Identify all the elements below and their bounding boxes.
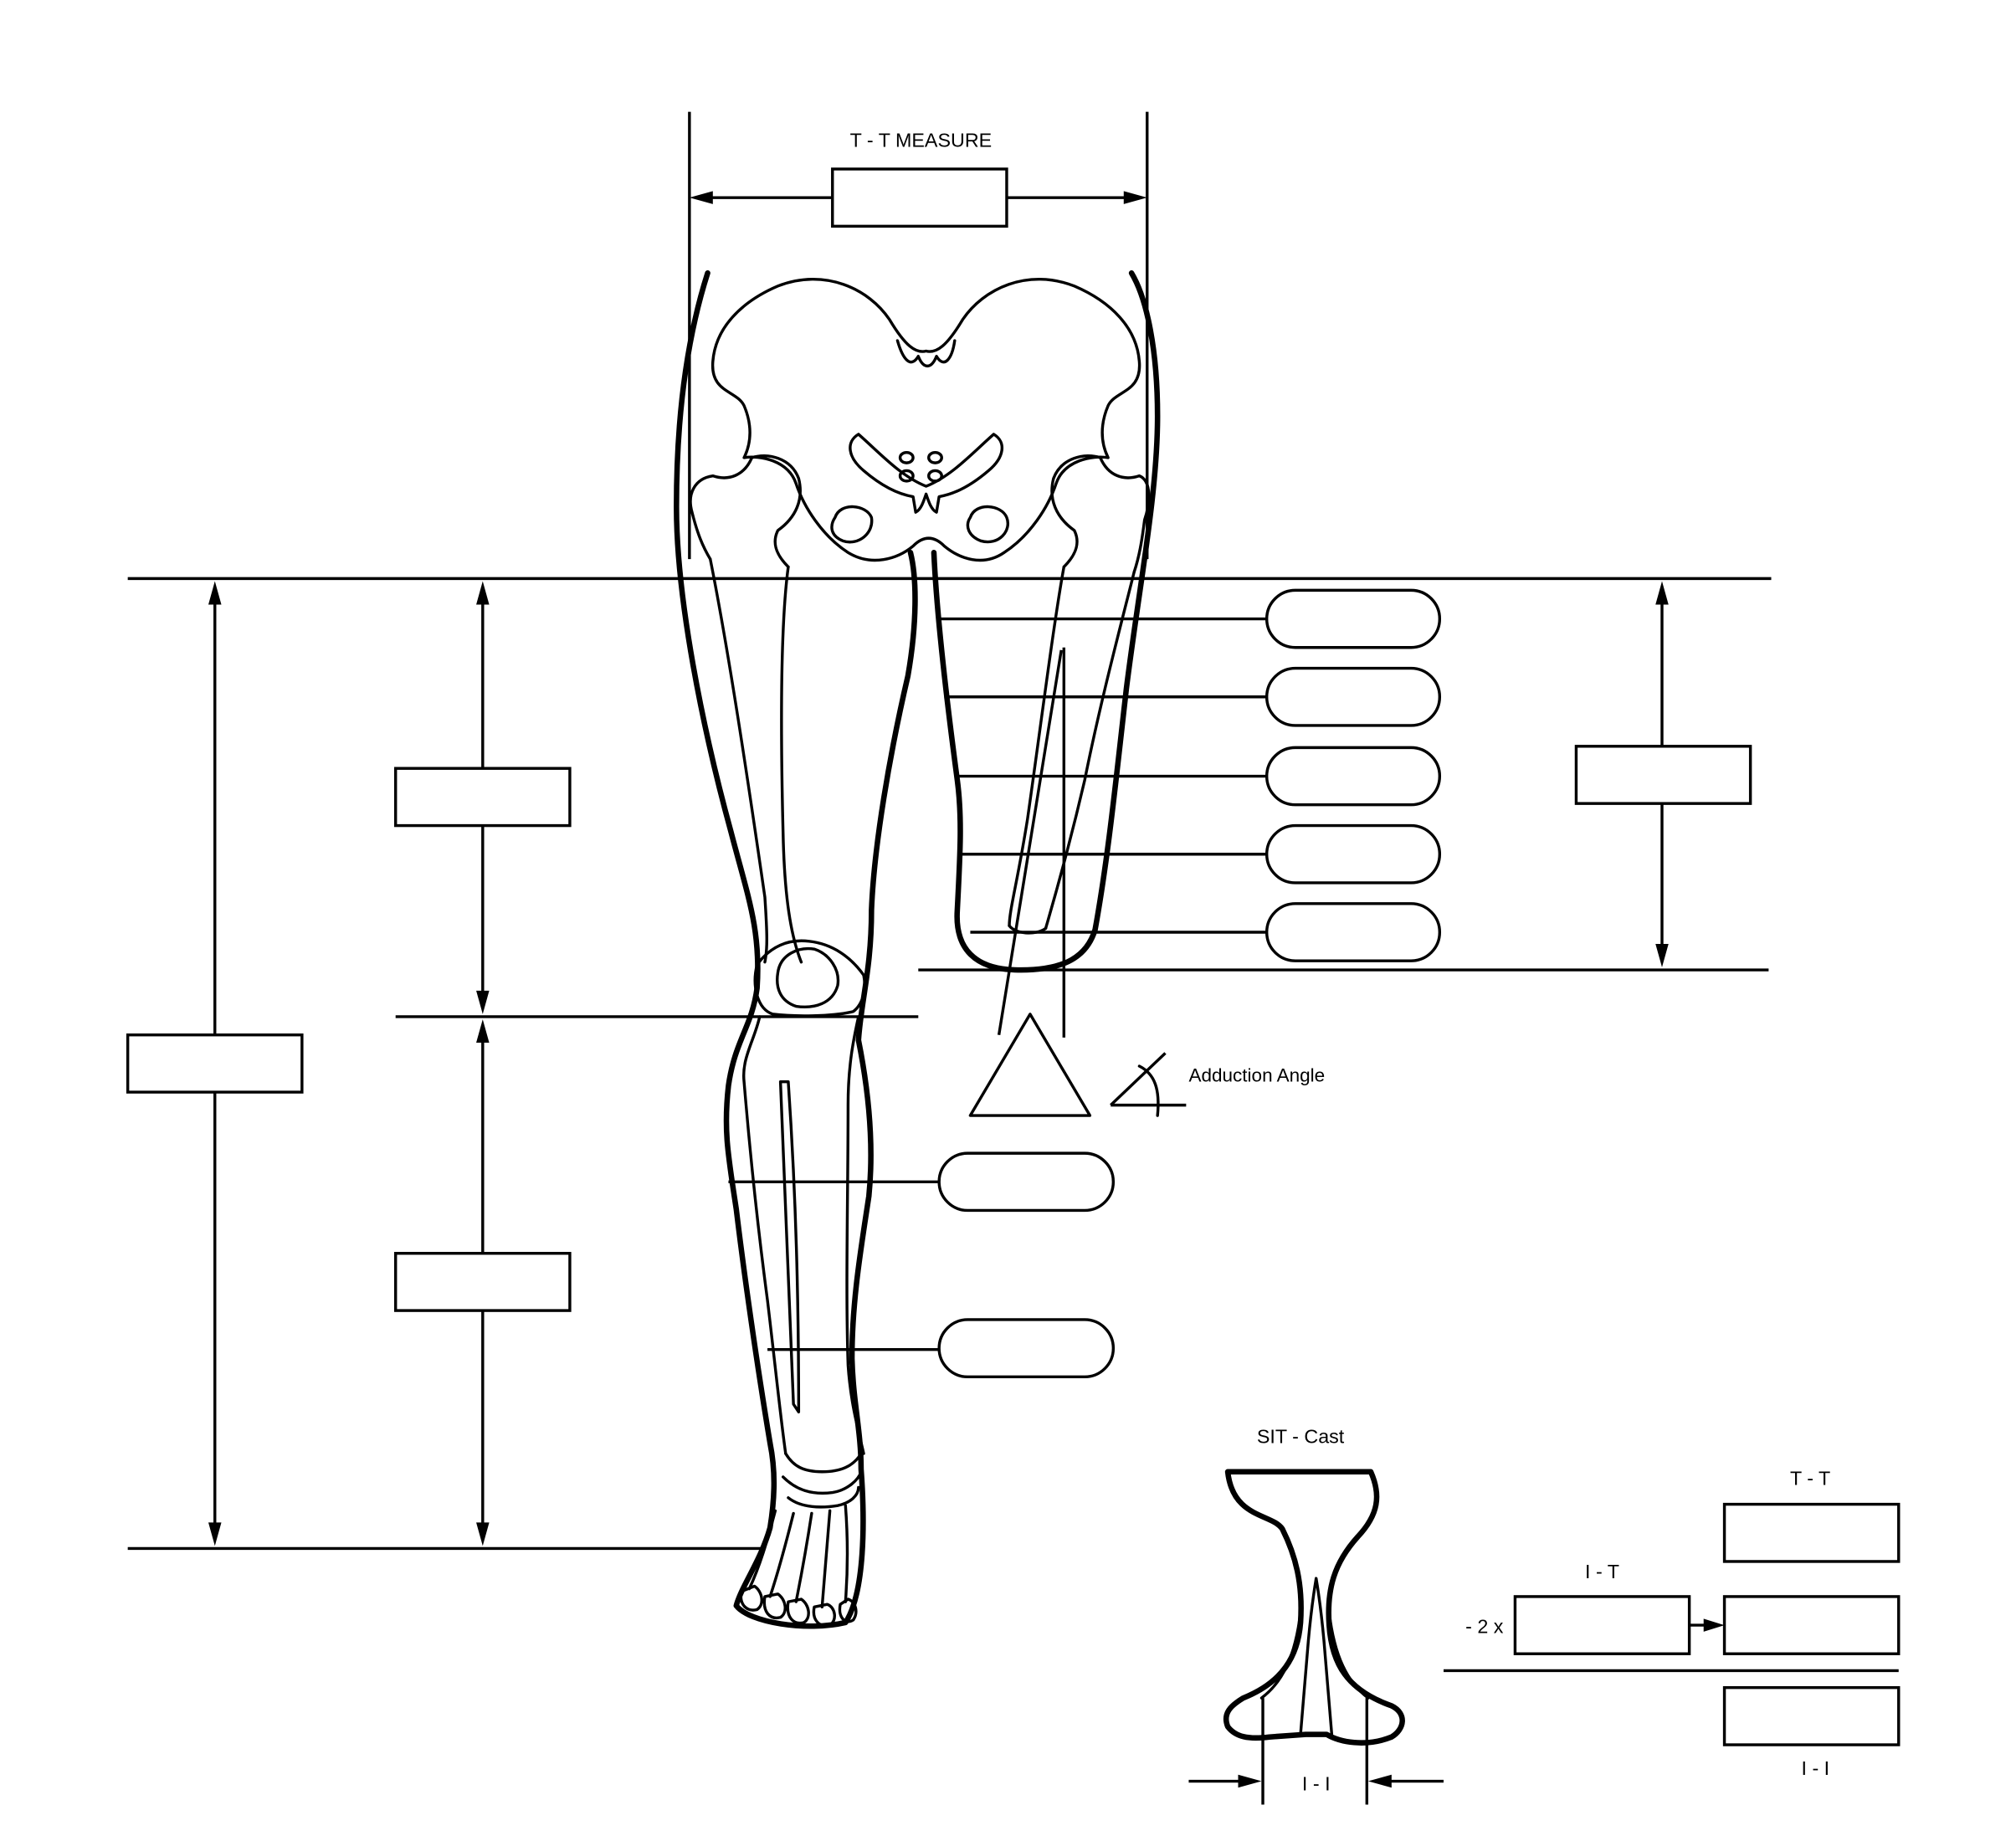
arrowhead	[476, 990, 490, 1014]
stump-circumference-field[interactable]	[1264, 746, 1442, 807]
stump-circumference-field[interactable]	[1264, 666, 1442, 727]
femur-left	[709, 557, 768, 964]
arrowhead	[1703, 1618, 1725, 1632]
shank-circumference-field[interactable]	[937, 1318, 1116, 1379]
adduction-angle-group: Adduction Angle	[968, 1013, 1325, 1117]
greater-trochanter-right	[1099, 456, 1151, 574]
tt-measure-group: T - T MEASURE	[688, 111, 1149, 560]
arrowhead	[476, 581, 490, 605]
arrowhead	[1123, 191, 1147, 204]
anatomy-illustration	[674, 270, 1161, 1629]
sacrum	[895, 339, 957, 368]
pelvis	[711, 278, 1141, 562]
total-length-field[interactable]	[126, 1033, 304, 1094]
shank-circumference-group	[728, 1151, 1116, 1379]
tt-measure-field[interactable]	[831, 167, 1008, 228]
sacral-foramen	[898, 469, 915, 483]
toes-left	[739, 1584, 858, 1628]
left-length-dimensions	[126, 577, 1772, 1551]
arrowhead	[1655, 581, 1669, 605]
sit-cast-title: SIT - Cast	[1257, 1426, 1345, 1448]
shank-length-field[interactable]	[394, 1252, 572, 1312]
arrowhead	[1367, 1774, 1392, 1788]
sit-cast-shape	[1223, 1469, 1405, 1746]
tibia-left	[741, 1015, 787, 1455]
stump-circumference-field[interactable]	[1264, 823, 1442, 885]
femur-axis-line	[997, 649, 1063, 1035]
metatarsals-left	[747, 1504, 849, 1609]
femur-right-medial	[1008, 565, 1066, 927]
ii-result-label: I - I	[1802, 1757, 1830, 1779]
pelvic-inlet	[849, 433, 1003, 514]
stump-circumference-field[interactable]	[1264, 588, 1442, 649]
knee-left	[753, 939, 866, 1018]
ii-result-field[interactable]	[1722, 1685, 1901, 1746]
fibula-left	[778, 1079, 801, 1413]
greater-trochanter-left	[689, 456, 754, 561]
body-outline-right-stump	[931, 270, 1161, 973]
tibia-left-medial	[845, 1015, 865, 1455]
femur-left-medial	[780, 565, 803, 964]
shank-circumference-field[interactable]	[937, 1151, 1116, 1213]
minus-two-times-label: - 2 x	[1465, 1615, 1504, 1637]
arrowhead	[476, 1019, 490, 1044]
obturator-foramen-left	[830, 505, 874, 544]
sit-cast-inner-channel	[1299, 1577, 1334, 1736]
it-label: I - T	[1585, 1561, 1619, 1582]
it-value-field[interactable]	[1513, 1595, 1691, 1655]
obturator-foramen-right	[966, 505, 1009, 544]
arrowhead	[208, 1522, 222, 1546]
triangle-icon	[968, 1013, 1092, 1117]
calculation-group: T - T I - T - 2 x I - I	[1443, 1467, 1901, 1779]
tt-value-field[interactable]	[1722, 1502, 1901, 1563]
tt-measure-label: T - T MEASURE	[850, 130, 993, 151]
angle-icon	[1110, 1052, 1187, 1117]
ankle-left	[784, 1452, 863, 1474]
femur-right-lateral	[1044, 570, 1136, 931]
sit-cast-tuber-right	[1327, 1610, 1370, 1700]
patella-left	[776, 946, 840, 1008]
it-doubled-field[interactable]	[1722, 1595, 1901, 1655]
tt-label: T - T	[1790, 1467, 1830, 1489]
stump-length-field[interactable]	[1574, 745, 1752, 805]
sit-cast-group: SIT - Cast I - I	[1188, 1426, 1444, 1805]
sacral-foramen	[927, 469, 943, 483]
stump-circumference-field[interactable]	[1264, 902, 1442, 962]
arrowhead	[1238, 1774, 1262, 1788]
sit-cast-tuber-left	[1259, 1610, 1302, 1700]
arrowhead	[689, 191, 713, 204]
sacral-foramen	[927, 450, 943, 464]
femoral-head-right	[1050, 454, 1102, 569]
sacral-foramen	[898, 450, 915, 464]
arrowhead	[1655, 943, 1669, 967]
femoral-head-left	[750, 454, 802, 569]
stump-circumference-group	[918, 581, 1769, 972]
tarsals-left	[782, 1470, 863, 1509]
arrowhead	[208, 581, 222, 605]
ii-cast-label: I - I	[1302, 1772, 1331, 1794]
thigh-length-field[interactable]	[394, 767, 572, 828]
arrowhead	[476, 1522, 490, 1546]
adduction-angle-label: Adduction Angle	[1188, 1065, 1325, 1086]
